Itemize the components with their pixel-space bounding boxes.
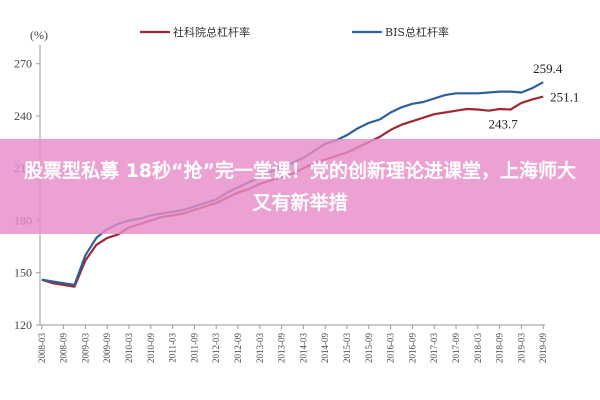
x-tick-label: 2019-03	[516, 333, 526, 363]
x-tick-label: 2011-09	[189, 333, 199, 363]
x-tick-label: 2018-09	[495, 333, 505, 363]
x-axis: 2008-03 2008-09 2009-03 2009-09 2010-03 2010-…	[37, 324, 548, 363]
x-tick-label: 2012-09	[233, 333, 243, 363]
x-tick-label: 2014-09	[320, 333, 330, 363]
y-unit-label: (%)	[30, 28, 48, 42]
data-label-2: 243.7	[488, 117, 518, 132]
x-tick-label: 2009-09	[102, 333, 112, 363]
legend: 社科院总杠杆率 BIS总杠杆率	[140, 25, 449, 39]
x-tick-label: 2017-03	[429, 333, 439, 363]
x-tick-label: 2013-03	[255, 333, 265, 363]
x-tick-label: 2013-09	[277, 333, 287, 363]
x-tick-label: 2019-09	[538, 333, 548, 363]
legend-label-0: 社科院总杠杆率	[173, 25, 250, 39]
x-tick-label: 2011-03	[168, 333, 178, 363]
annotations: 259.4 251.1 243.7	[488, 61, 579, 131]
x-tick-label: 2016-03	[386, 333, 396, 363]
headline-text[interactable]: 股票型私募 18秒“抢”完一堂课！党的创新理论进课堂，上海师大又有新举措	[23, 159, 577, 214]
x-tick-label: 2008-09	[59, 333, 69, 363]
x-tick-label: 2015-09	[364, 333, 374, 363]
x-tick-label: 2016-09	[407, 333, 417, 363]
legend-label-1: BIS总杠杆率	[385, 25, 449, 39]
y-tick-label: 240	[14, 109, 32, 123]
y-tick-label: 120	[14, 318, 32, 332]
x-tick-label: 2014-03	[298, 333, 308, 363]
x-tick-label: 2017-09	[451, 333, 461, 363]
x-tick-label: 2010-09	[146, 333, 156, 363]
x-tick-label: 2015-03	[342, 333, 352, 363]
y-tick-label: 150	[14, 266, 32, 280]
data-label-1: 251.1	[550, 90, 579, 105]
data-label-0: 259.4	[533, 61, 563, 76]
x-tick-label: 2009-03	[80, 333, 90, 363]
x-tick-label: 2012-03	[211, 333, 221, 363]
x-tick-label: 2008-03	[37, 333, 47, 363]
y-tick-label: 270	[14, 57, 32, 71]
x-tick-label: 2010-03	[124, 333, 134, 363]
headline-banner[interactable]: 股票型私募 18秒“抢”完一堂课！党的创新理论进课堂，上海师大又有新举措	[0, 139, 600, 234]
x-tick-label: 2018-03	[473, 333, 483, 363]
